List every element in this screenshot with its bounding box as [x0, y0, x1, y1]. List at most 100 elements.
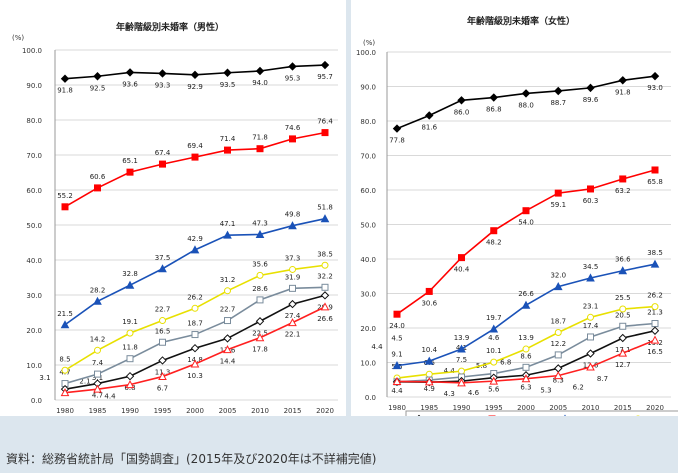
data-point	[93, 72, 102, 81]
y-tick-label: 70.0	[26, 152, 42, 160]
data-label: 28.2	[90, 286, 106, 294]
x-tick-label: 2005	[219, 407, 237, 415]
data-point	[425, 370, 433, 378]
data-label: 88.0	[518, 101, 534, 109]
data-label: 47.3	[252, 219, 268, 227]
data-point	[489, 93, 498, 102]
series-40-44歳	[61, 283, 329, 388]
data-point	[289, 284, 296, 292]
male-chart-panel: 年齢階級別未婚率（男性） (%) 0.0 10.0 20.0 30.0 40.0 50.0 60…	[0, 0, 346, 416]
data-label: 89.6	[583, 96, 599, 104]
data-point	[321, 283, 329, 291]
series-30-34歳	[392, 259, 660, 370]
x-tick-label: 2020	[316, 407, 334, 415]
data-point	[554, 351, 562, 359]
data-point	[224, 146, 231, 154]
data-point	[159, 160, 166, 168]
data-point	[521, 300, 531, 309]
data-point	[256, 296, 264, 304]
data-point	[256, 271, 264, 279]
y-tick-label: 30.0	[360, 291, 376, 299]
data-label: 34.5	[583, 263, 599, 271]
data-label: 47.1	[220, 220, 236, 228]
data-label: 22.7	[220, 306, 236, 314]
data-point	[223, 68, 232, 77]
data-point	[288, 221, 297, 230]
data-label: 26.2	[187, 293, 203, 301]
x-tick-label: 2015	[614, 404, 632, 412]
data-point	[125, 68, 135, 77]
data-point	[393, 310, 401, 318]
data-point	[651, 320, 659, 328]
data-point	[554, 328, 562, 336]
data-label: 6.3	[520, 383, 531, 391]
data-point	[60, 388, 70, 397]
data-label: 12.7	[615, 361, 631, 369]
data-point	[554, 364, 563, 373]
x-tick-label: 1980	[56, 407, 74, 415]
legend-label: 25-29歳	[503, 415, 529, 416]
data-label: 30.6	[421, 299, 437, 307]
data-label: 6.8	[124, 384, 135, 392]
data-label: 31.2	[220, 276, 236, 284]
y-tick-label: 10.0	[26, 362, 42, 370]
data-point	[457, 96, 466, 105]
data-point	[125, 380, 135, 389]
data-label: 4.4	[104, 393, 116, 401]
data-point	[522, 363, 530, 371]
data-point	[521, 374, 531, 383]
y-axis-unit: (%)	[12, 34, 24, 42]
x-tick-label: 1995	[485, 404, 503, 412]
data-label: 69.4	[187, 142, 203, 150]
data-label: 21.3	[647, 309, 663, 317]
data-point	[650, 335, 660, 344]
data-point	[554, 189, 562, 197]
data-point	[457, 378, 466, 387]
legend: 20-24歳25-29歳30-34歳35-39歳40-44歳45-49歳50-5…	[405, 410, 678, 416]
data-label: 32.8	[122, 270, 138, 278]
data-label: 18.7	[187, 320, 203, 328]
x-tick-label: 2005	[549, 404, 567, 412]
data-label: 10.3	[187, 372, 203, 380]
y-tick-label: 90.0	[26, 82, 42, 90]
data-label: 94.0	[252, 79, 268, 87]
legend-label: 30-34歳	[576, 415, 602, 416]
data-point	[255, 333, 265, 342]
data-point	[651, 303, 659, 311]
data-labels: 77.8 81.6 86.0 86.8 88.0 88.7 89.6 91.8 93.0 24.0…	[371, 84, 662, 398]
data-point	[392, 361, 402, 370]
series-45-49歳	[60, 291, 330, 394]
data-label: 16.5	[155, 327, 171, 335]
chart-title: 年齢階級別未婚率（女性）	[467, 15, 575, 27]
series-25-29歳	[61, 129, 329, 211]
data-point	[93, 384, 102, 393]
data-point	[618, 348, 628, 357]
data-label: 55.2	[57, 192, 73, 200]
data-label: 37.3	[285, 254, 301, 262]
data-label: 21.5	[57, 310, 73, 318]
data-label: 88.7	[550, 99, 566, 107]
data-point	[489, 376, 499, 385]
data-label: 10.1	[486, 347, 502, 355]
data-point	[458, 367, 465, 375]
data-point	[158, 356, 167, 365]
data-point	[554, 86, 563, 96]
data-label: 19.7	[486, 314, 502, 322]
data-point	[618, 333, 627, 343]
x-tick-label: 2020	[646, 404, 664, 412]
data-point	[553, 371, 563, 380]
data-point	[288, 318, 297, 327]
data-label: 71.4	[220, 135, 236, 143]
data-point	[158, 264, 167, 273]
data-label: 36.6	[615, 256, 631, 264]
series-20-24歳	[392, 71, 660, 133]
data-point	[650, 326, 660, 335]
data-label: 4.4	[391, 387, 403, 395]
data-label: 92.9	[187, 83, 203, 91]
data-label: 25.5	[615, 294, 631, 302]
data-point	[94, 370, 101, 378]
data-label: 4.6	[468, 389, 480, 397]
data-label: 8.3	[553, 376, 564, 384]
data-label: 38.5	[647, 249, 663, 257]
data-label: 19.1	[122, 318, 138, 326]
